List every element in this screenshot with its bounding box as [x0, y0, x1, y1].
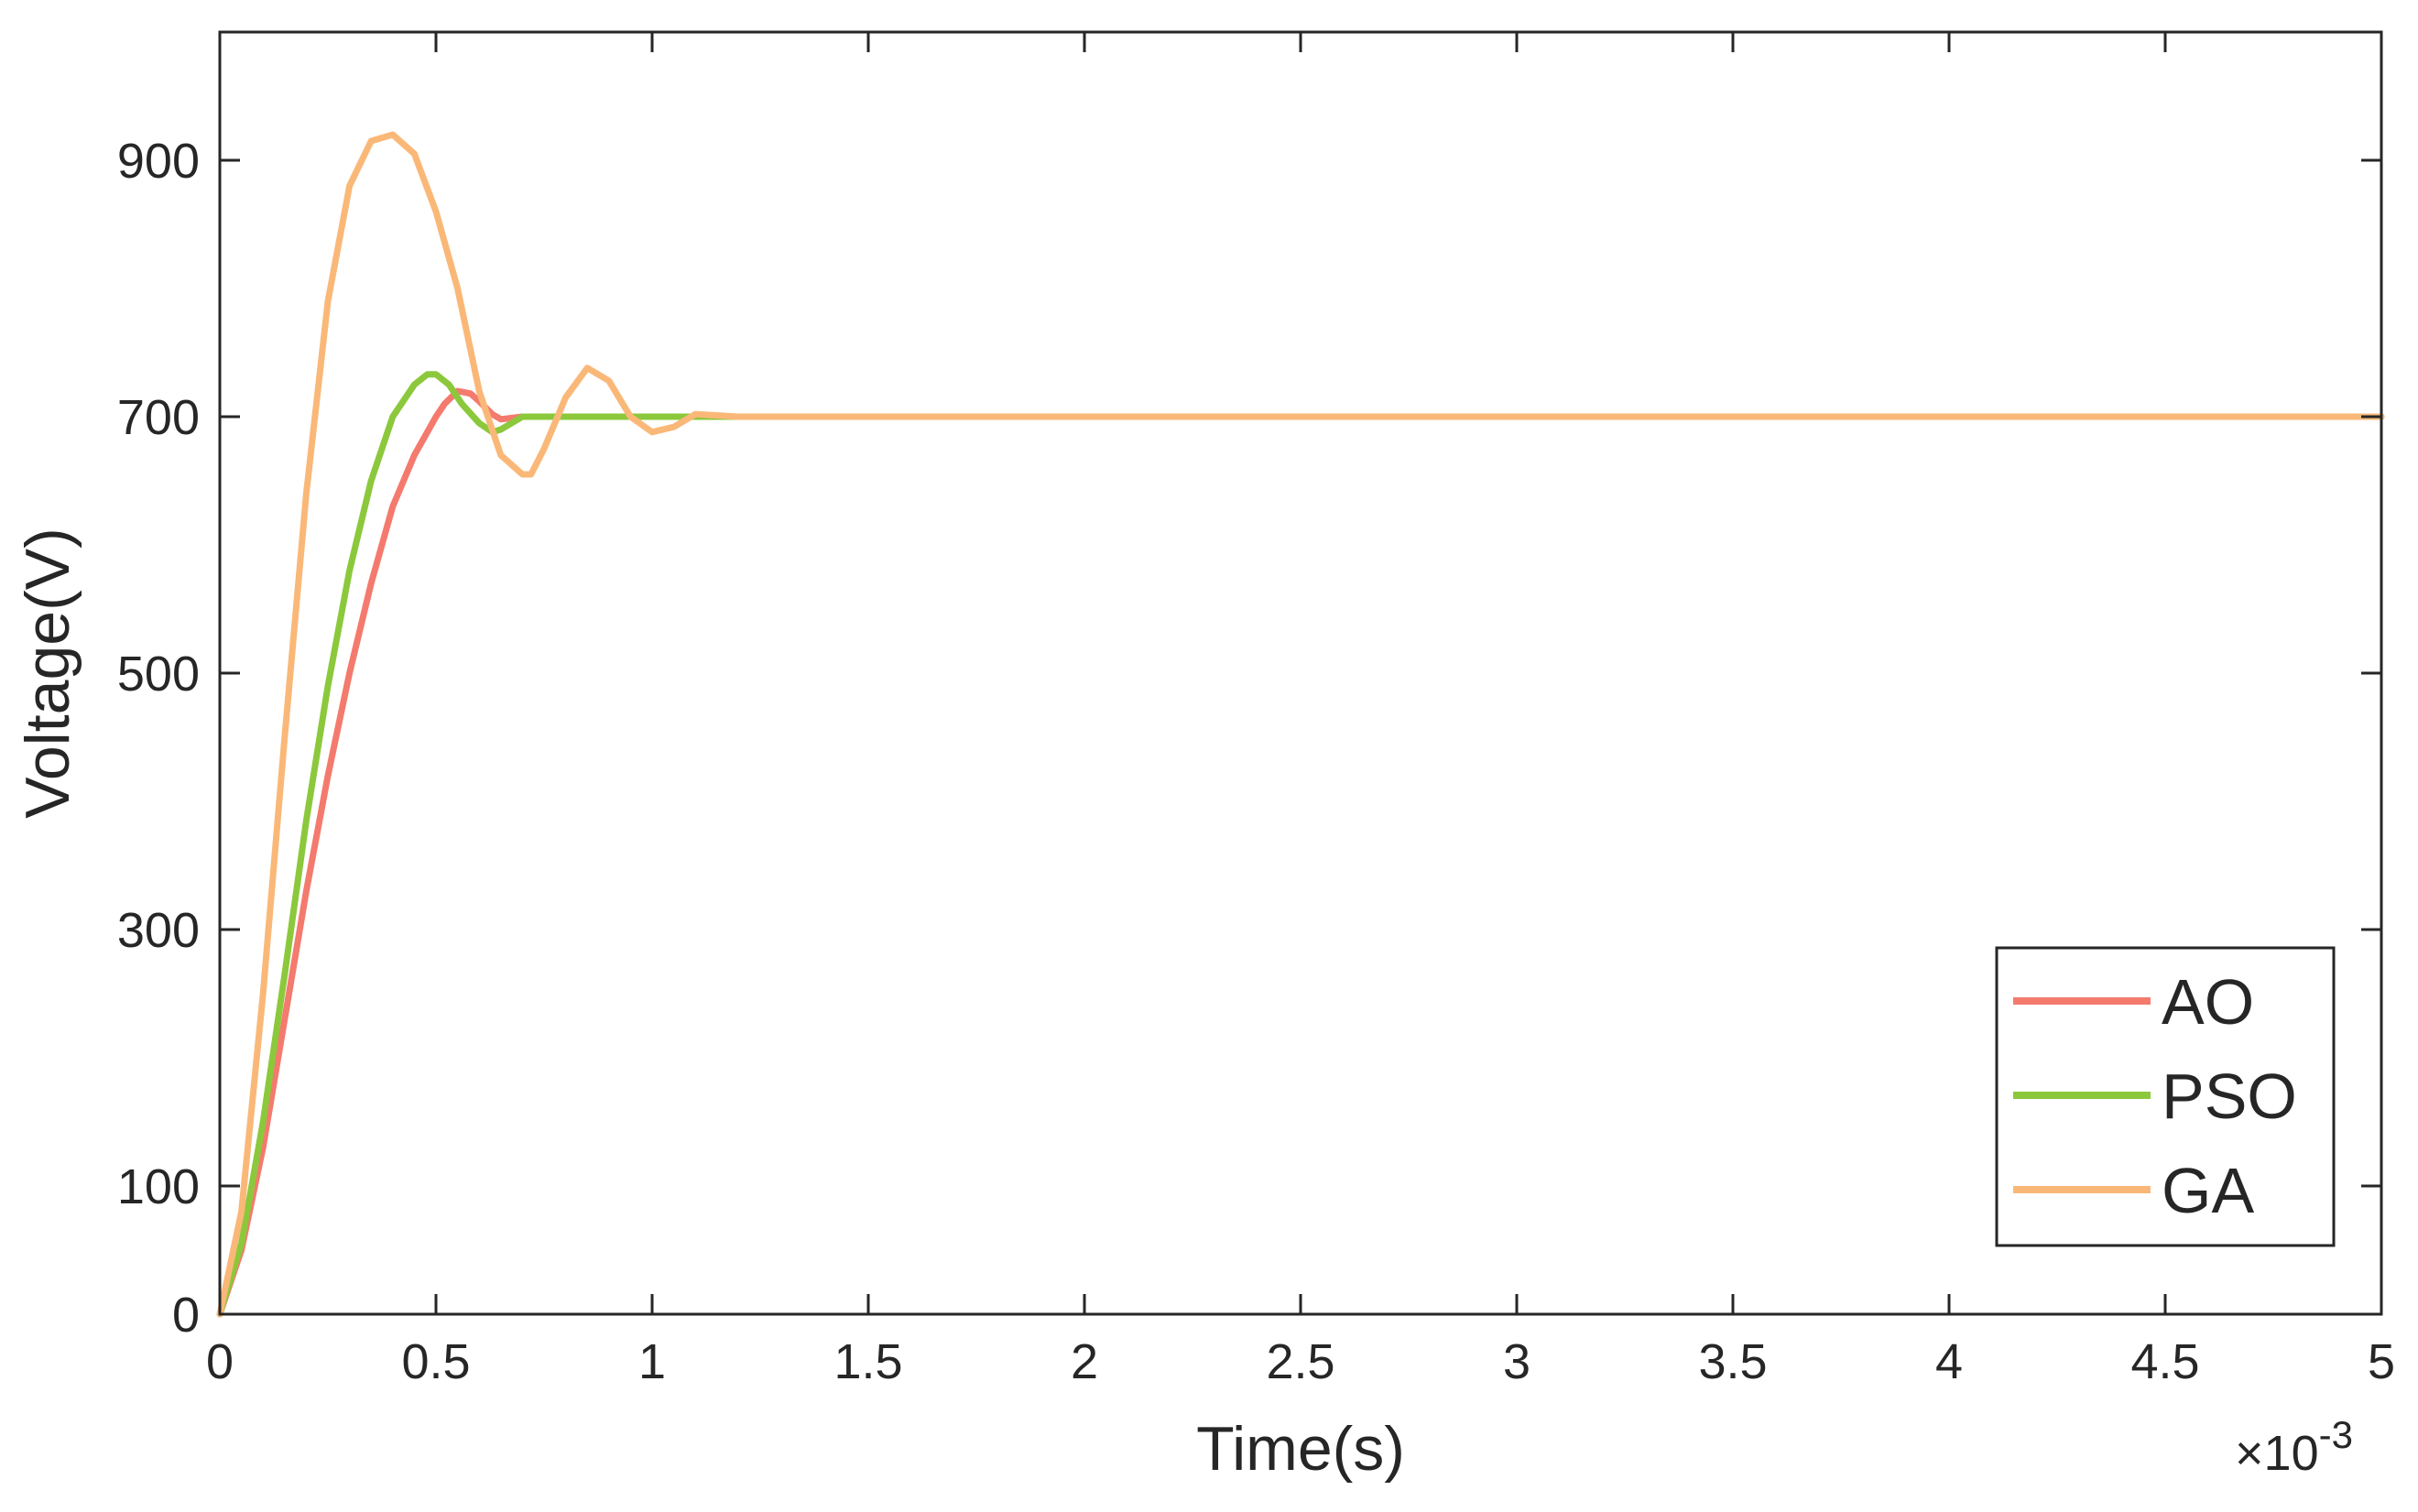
y-tick-label: 0 [172, 1288, 200, 1343]
x-axis-exponent-base: ×10 [2235, 1426, 2319, 1481]
legend: AO PSO GA [1995, 946, 2336, 1247]
x-tick-label: 0 [206, 1334, 234, 1389]
x-axis-exponent-power: -3 [2319, 1413, 2353, 1456]
y-tick-label: 500 [117, 647, 200, 702]
x-tick-label: 3 [1503, 1334, 1530, 1389]
x-tick-label: 2.5 [1266, 1334, 1334, 1389]
x-tick-label: 2 [1071, 1334, 1098, 1389]
x-tick-label: 0.5 [401, 1334, 470, 1389]
legend-label-pso: PSO [2162, 1061, 2297, 1132]
y-axis-ticks: 0 100 300 500 700 900 [117, 134, 2381, 1343]
x-tick-label: 4 [1935, 1334, 1963, 1389]
x-axis-label: Time(s) [1196, 1414, 1405, 1484]
x-tick-label: 4.5 [2130, 1334, 2199, 1389]
series-layer [216, 131, 2385, 1318]
y-axis-label: Voltage(V) [13, 528, 82, 819]
legend-label-ga: GA [2162, 1155, 2254, 1226]
x-tick-label: 1 [638, 1334, 666, 1389]
legend-label-ao: AO [2162, 966, 2254, 1038]
x-tick-label: 5 [2368, 1334, 2395, 1389]
series-line-ga [216, 131, 2385, 1318]
x-axis-ticks: 0 0.5 1 1.5 2 2.5 3 3.5 4 4.5 5 [206, 32, 2395, 1389]
x-tick-label: 1.5 [833, 1334, 902, 1389]
x-axis-exponent: ×10-3 [2235, 1413, 2353, 1481]
y-tick-label: 300 [117, 903, 200, 958]
y-tick-label: 700 [117, 390, 200, 445]
y-tick-label: 900 [117, 134, 200, 189]
x-tick-label: 3.5 [1698, 1334, 1767, 1389]
y-tick-label: 100 [117, 1159, 200, 1214]
